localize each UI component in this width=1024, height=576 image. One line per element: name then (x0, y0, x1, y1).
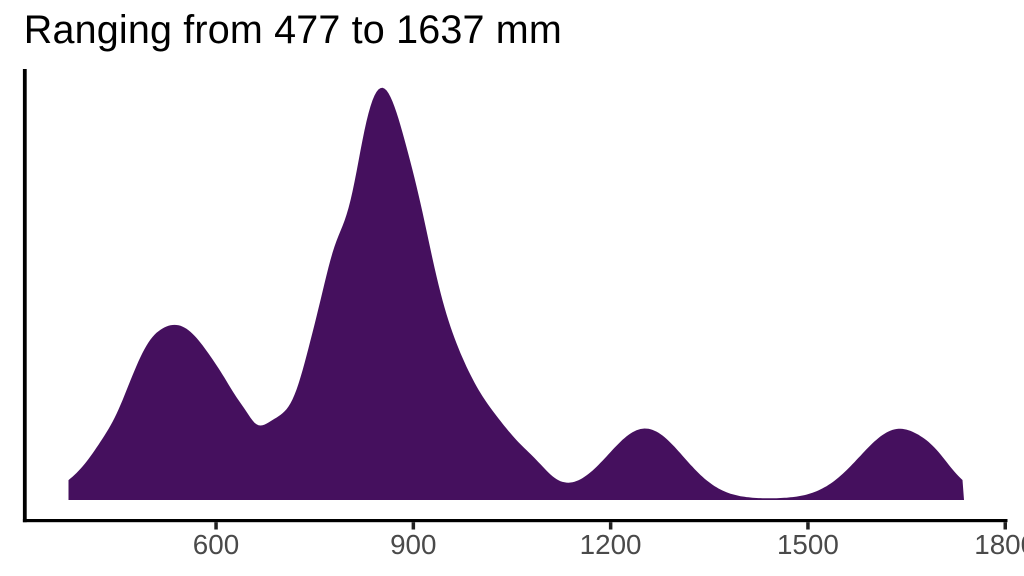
svg-text:1500: 1500 (777, 529, 839, 560)
svg-text:1800: 1800 (974, 529, 1024, 560)
svg-text:600: 600 (193, 529, 239, 560)
svg-text:Ranging from 477 to 1637 mm: Ranging from 477 to 1637 mm (24, 8, 562, 52)
svg-text:900: 900 (390, 529, 436, 560)
svg-text:1200: 1200 (580, 529, 642, 560)
